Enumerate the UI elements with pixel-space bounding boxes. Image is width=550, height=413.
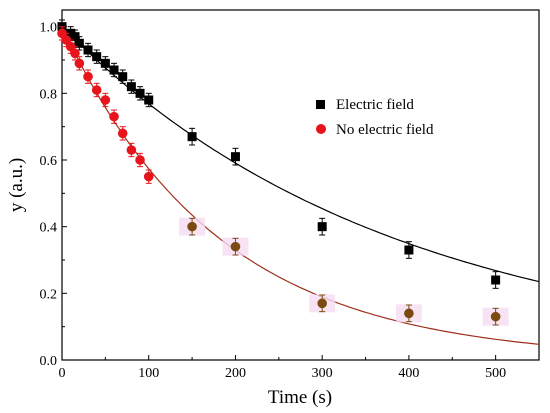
point-electric-field: [100, 58, 110, 68]
point-no-electric-field: [109, 111, 119, 122]
y-tick-label: 0.0: [40, 354, 58, 369]
point-no-electric-field: [490, 311, 501, 322]
axis-ticks: 0 100 200 300 400 500 0.0 0.2 0.4 0.6 0.8 1.0: [40, 21, 507, 381]
x-tick-label: 400: [398, 366, 419, 381]
point-electric-field: [404, 245, 414, 255]
plot-frame: [61, 9, 540, 361]
x-tick-label: 100: [138, 366, 159, 381]
y-tick-label: 0.6: [40, 154, 58, 169]
y-tick-label: 0.2: [40, 287, 58, 302]
point-electric-field: [126, 82, 136, 92]
point-no-electric-field: [74, 58, 85, 69]
y-axis-title: y (a.u.): [6, 158, 27, 212]
point-electric-field: [83, 45, 93, 55]
legend: Electric field No electric field: [316, 97, 434, 138]
point-no-electric-field: [135, 155, 145, 165]
point-no-electric-field: [317, 298, 327, 309]
x-tick-label: 200: [225, 366, 246, 381]
fit-line-electric-field: [61, 26, 540, 283]
point-no-electric-field: [117, 128, 128, 139]
x-tick-label: 0: [59, 366, 66, 381]
y-tick-label: 0.4: [40, 221, 58, 236]
point-no-electric-field: [70, 48, 80, 59]
point-no-electric-field: [91, 85, 102, 95]
point-electric-field: [187, 132, 197, 142]
point-electric-field: [74, 38, 84, 48]
fit-line-no-electric-field: [61, 26, 540, 345]
point-no-electric-field: [83, 71, 93, 82]
legend-label-electric-field: Electric field: [336, 97, 414, 113]
point-no-electric-field: [187, 221, 197, 232]
point-electric-field: [317, 222, 327, 232]
point-no-electric-field: [143, 171, 154, 182]
y-tick-label: 0.8: [40, 87, 58, 102]
x-tick-label: 300: [312, 366, 333, 381]
point-electric-field: [70, 32, 80, 42]
x-axis-title: Time (s): [268, 387, 332, 408]
point-no-electric-field: [230, 241, 241, 252]
point-no-electric-field: [100, 95, 111, 105]
point-electric-field: [92, 52, 102, 62]
point-electric-field: [144, 95, 154, 105]
point-electric-field: [109, 65, 119, 75]
y-tick-label: 1.0: [40, 21, 58, 36]
fit-curves: [61, 26, 540, 345]
legend-label-no-electric-field: No electric field: [336, 122, 434, 138]
legend-marker-no-electric-field: [316, 124, 326, 134]
point-no-electric-field: [404, 308, 414, 319]
legend-marker-electric-field: [316, 100, 325, 109]
point-electric-field: [118, 72, 128, 82]
point-electric-field: [135, 88, 145, 98]
x-tick-label: 500: [485, 366, 506, 381]
point-no-electric-field: [126, 145, 137, 155]
point-electric-field: [491, 275, 501, 285]
data-points: [57, 19, 509, 326]
point-electric-field: [230, 152, 240, 162]
